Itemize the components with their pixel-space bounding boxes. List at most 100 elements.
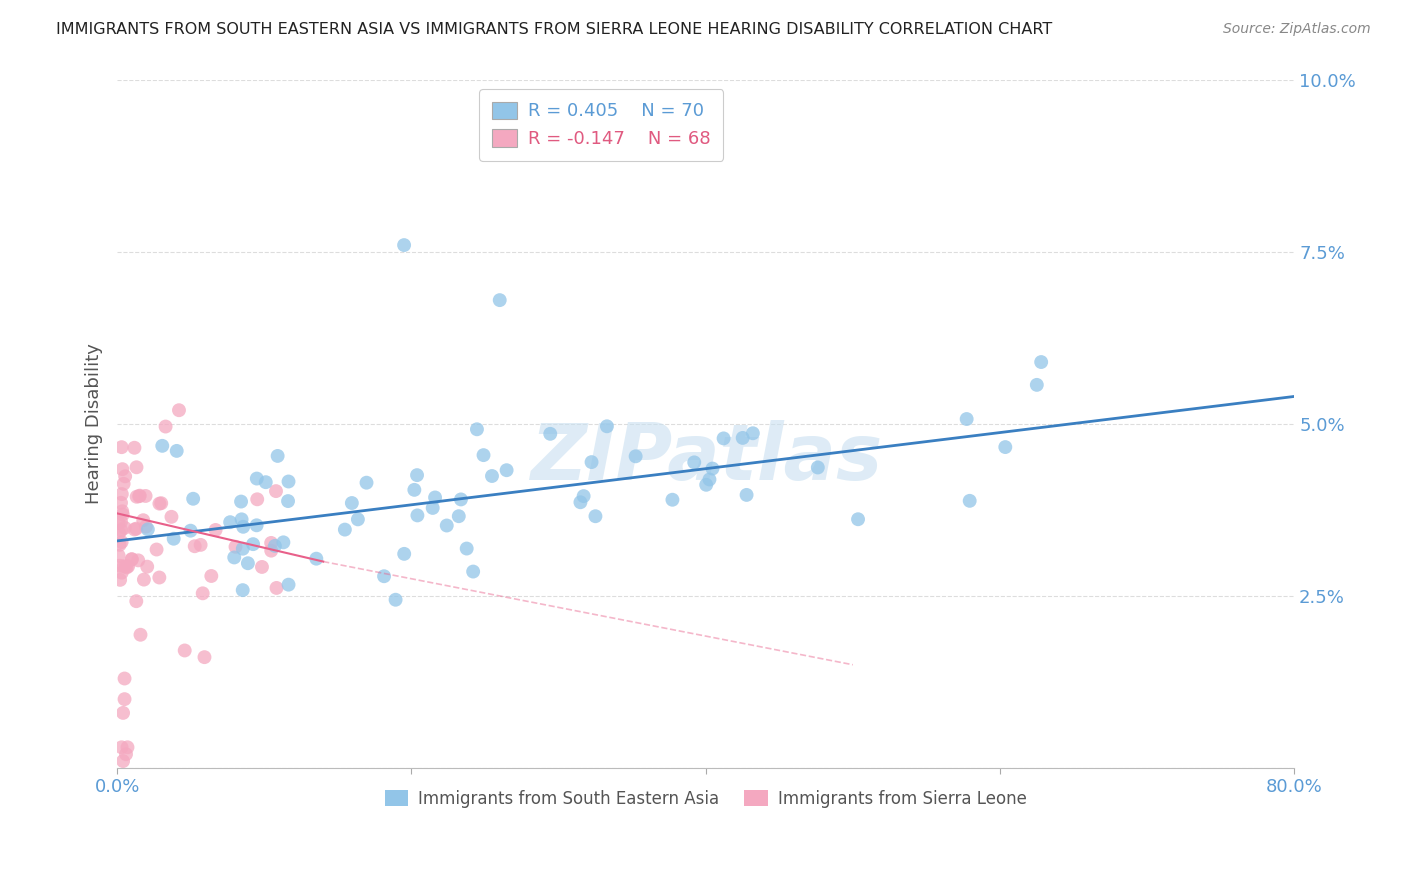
Point bbox=[181, 491, 204, 506]
Point bbox=[200, 569, 222, 583]
Point bbox=[277, 475, 299, 489]
Point bbox=[114, 469, 136, 483]
Point bbox=[333, 523, 356, 537]
Point bbox=[231, 512, 253, 526]
Point bbox=[1031, 355, 1053, 369]
Point bbox=[450, 492, 472, 507]
Point bbox=[111, 504, 134, 518]
Point bbox=[422, 500, 444, 515]
Point bbox=[277, 577, 299, 591]
Point bbox=[250, 560, 273, 574]
Point bbox=[232, 520, 254, 534]
Point bbox=[219, 515, 242, 529]
Point bbox=[735, 488, 758, 502]
Point bbox=[125, 594, 148, 608]
Point bbox=[266, 449, 288, 463]
Point bbox=[581, 455, 603, 469]
Point bbox=[160, 509, 183, 524]
Point bbox=[956, 412, 979, 426]
Point bbox=[145, 542, 167, 557]
Point bbox=[110, 515, 132, 529]
Point bbox=[125, 522, 148, 536]
Point bbox=[246, 518, 269, 533]
Point bbox=[392, 547, 415, 561]
Point bbox=[305, 551, 328, 566]
Point bbox=[661, 492, 683, 507]
Point bbox=[695, 477, 717, 491]
Point bbox=[260, 536, 283, 550]
Text: IMMIGRANTS FROM SOUTH EASTERN ASIA VS IMMIGRANTS FROM SIERRA LEONE HEARING DISAB: IMMIGRANTS FROM SOUTH EASTERN ASIA VS IM… bbox=[56, 22, 1053, 37]
Point bbox=[373, 569, 395, 583]
Point bbox=[108, 526, 131, 541]
Point bbox=[465, 422, 488, 436]
Point bbox=[117, 740, 139, 755]
Point bbox=[155, 419, 177, 434]
Point bbox=[129, 628, 152, 642]
Point bbox=[111, 440, 134, 454]
Point bbox=[112, 559, 135, 574]
Point bbox=[384, 592, 406, 607]
Point bbox=[1025, 377, 1047, 392]
Point bbox=[111, 508, 134, 522]
Point bbox=[436, 518, 458, 533]
Point bbox=[481, 469, 503, 483]
Point bbox=[406, 468, 429, 483]
Point bbox=[246, 492, 269, 507]
Text: ZIPatlas: ZIPatlas bbox=[530, 420, 882, 496]
Point bbox=[163, 532, 186, 546]
Point bbox=[135, 519, 157, 533]
Point bbox=[150, 496, 173, 510]
Point bbox=[232, 583, 254, 598]
Point bbox=[117, 559, 139, 574]
Point bbox=[128, 489, 150, 503]
Point bbox=[229, 494, 252, 508]
Point bbox=[110, 535, 132, 549]
Point bbox=[204, 523, 226, 537]
Point bbox=[713, 431, 735, 445]
Point bbox=[167, 403, 190, 417]
Point bbox=[236, 556, 259, 570]
Point bbox=[173, 643, 195, 657]
Point bbox=[585, 509, 607, 524]
Point bbox=[112, 706, 135, 720]
Point bbox=[107, 549, 129, 563]
Point bbox=[111, 487, 134, 501]
Point bbox=[108, 573, 131, 587]
Point bbox=[340, 496, 363, 510]
Point bbox=[136, 559, 159, 574]
Point bbox=[225, 540, 247, 554]
Point bbox=[404, 483, 426, 497]
Point bbox=[148, 570, 170, 584]
Point bbox=[264, 484, 287, 499]
Point bbox=[264, 539, 287, 553]
Point bbox=[702, 461, 724, 475]
Point bbox=[246, 472, 269, 486]
Point bbox=[193, 650, 215, 665]
Point bbox=[959, 493, 981, 508]
Point bbox=[112, 754, 135, 768]
Point bbox=[110, 523, 132, 537]
Point bbox=[128, 489, 150, 503]
Text: Source: ZipAtlas.com: Source: ZipAtlas.com bbox=[1223, 22, 1371, 37]
Point bbox=[127, 553, 149, 567]
Point bbox=[456, 541, 478, 556]
Point bbox=[596, 419, 619, 434]
Point bbox=[132, 573, 155, 587]
Point bbox=[121, 552, 143, 566]
Point bbox=[254, 475, 277, 490]
Point bbox=[132, 513, 155, 527]
Point bbox=[356, 475, 378, 490]
Point bbox=[224, 550, 246, 565]
Point bbox=[108, 538, 131, 552]
Point bbox=[180, 524, 202, 538]
Point bbox=[572, 489, 595, 503]
Point bbox=[994, 440, 1017, 454]
Point bbox=[347, 512, 370, 526]
Point bbox=[569, 495, 592, 509]
Point bbox=[447, 509, 470, 524]
Point bbox=[111, 566, 134, 580]
Point bbox=[495, 463, 517, 477]
Point bbox=[125, 490, 148, 504]
Y-axis label: Hearing Disability: Hearing Disability bbox=[86, 343, 103, 504]
Point bbox=[406, 508, 429, 523]
